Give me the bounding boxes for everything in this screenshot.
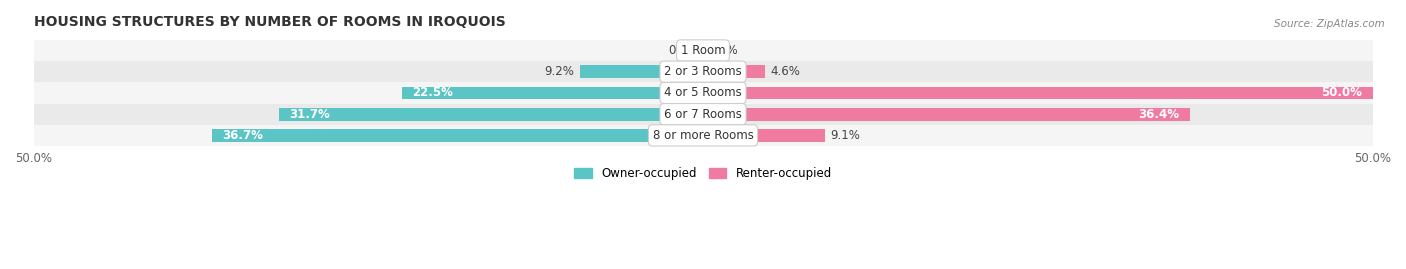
Text: 2 or 3 Rooms: 2 or 3 Rooms bbox=[664, 65, 742, 78]
Text: 36.4%: 36.4% bbox=[1139, 108, 1180, 121]
Text: 8 or more Rooms: 8 or more Rooms bbox=[652, 129, 754, 142]
Text: 22.5%: 22.5% bbox=[412, 86, 453, 100]
Bar bbox=[703, 129, 825, 142]
Text: 1 Room: 1 Room bbox=[681, 44, 725, 57]
Bar bbox=[703, 65, 765, 78]
Text: HOUSING STRUCTURES BY NUMBER OF ROOMS IN IROQUOIS: HOUSING STRUCTURES BY NUMBER OF ROOMS IN… bbox=[34, 15, 505, 29]
Text: 31.7%: 31.7% bbox=[290, 108, 330, 121]
Text: 4 or 5 Rooms: 4 or 5 Rooms bbox=[664, 86, 742, 100]
Bar bbox=[34, 125, 1372, 146]
Bar bbox=[34, 61, 1372, 82]
Text: 4.6%: 4.6% bbox=[770, 65, 800, 78]
Bar bbox=[34, 40, 1372, 61]
Text: 36.7%: 36.7% bbox=[222, 129, 263, 142]
Text: 0.0%: 0.0% bbox=[709, 44, 738, 57]
Bar bbox=[34, 82, 1372, 104]
Bar bbox=[402, 87, 703, 99]
Bar bbox=[34, 104, 1372, 125]
Bar bbox=[703, 108, 1191, 121]
Text: 50.0%: 50.0% bbox=[1320, 86, 1362, 100]
Text: 9.1%: 9.1% bbox=[830, 129, 860, 142]
Legend: Owner-occupied, Renter-occupied: Owner-occupied, Renter-occupied bbox=[569, 162, 837, 185]
Text: 9.2%: 9.2% bbox=[544, 65, 575, 78]
Bar bbox=[211, 129, 703, 142]
Text: 6 or 7 Rooms: 6 or 7 Rooms bbox=[664, 108, 742, 121]
Bar bbox=[278, 108, 703, 121]
Bar bbox=[703, 87, 1372, 99]
Text: Source: ZipAtlas.com: Source: ZipAtlas.com bbox=[1274, 19, 1385, 29]
Bar bbox=[579, 65, 703, 78]
Text: 0.0%: 0.0% bbox=[668, 44, 697, 57]
